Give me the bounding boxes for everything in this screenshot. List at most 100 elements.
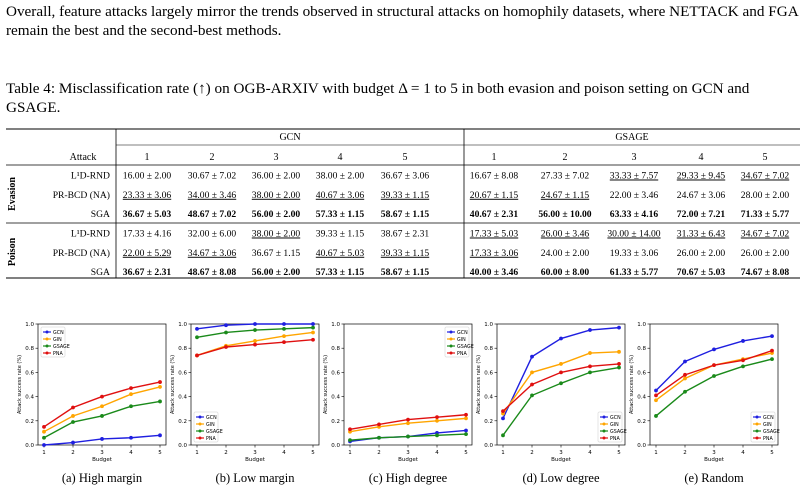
legend-label: PNA: [457, 351, 467, 357]
table-cell: 60.00 ± 8.00: [541, 267, 590, 278]
x-tick-label: 1: [42, 450, 46, 456]
table-cell: 63.33 ± 4.16: [610, 209, 659, 220]
x-tick-label: 5: [158, 450, 162, 456]
table-cell: 36.67 ± 5.03: [123, 209, 172, 220]
x-tick-label: 3: [559, 450, 563, 456]
y-tick-label: 0.0: [178, 443, 187, 449]
y-axis-label: Attack success rate (%): [17, 355, 23, 414]
y-tick-label: 0.2: [178, 419, 187, 425]
legend-marker: [45, 344, 49, 348]
chart-panel-2: 0.0 0.2 0.4 0.6 0.8 1.0 1 2 3 4 5 Budget Attack succ…: [170, 322, 320, 463]
data-point-gcn: [559, 336, 563, 341]
data-point-pna: [530, 382, 534, 387]
data-point-gcn: [530, 354, 534, 359]
table-cell: 26.00 ± 2.00: [677, 248, 726, 259]
header-budget: 3: [632, 152, 637, 163]
data-point-gcn: [224, 323, 228, 328]
data-point-gcn: [617, 325, 621, 330]
data-point-gsage: [654, 414, 658, 418]
data-point-gsage: [712, 374, 716, 378]
data-point-pna: [311, 337, 315, 342]
group-label-evasion: Evasion: [7, 177, 18, 211]
table-cell: 74.67 ± 8.08: [741, 267, 790, 278]
legend-label: GCN: [53, 330, 64, 336]
x-axis-label: Budget: [704, 457, 725, 463]
data-point-gin: [683, 376, 687, 381]
x-tick-label: 3: [406, 450, 410, 456]
header-budget: 5: [403, 152, 408, 163]
subfigure-caption: (e) Random: [684, 471, 744, 485]
legend-marker: [449, 337, 453, 341]
data-point-gsage: [71, 420, 75, 424]
header-budget: 5: [763, 152, 768, 163]
data-point-gin: [100, 404, 104, 409]
table-cell: 57.33 ± 1.15: [316, 267, 365, 278]
header-attack: Attack: [70, 152, 97, 163]
data-point-pna: [435, 415, 439, 420]
legend-label: GCN: [610, 415, 621, 421]
legend-marker: [602, 415, 606, 419]
table-cell: 36.67 ± 3.06: [381, 171, 430, 182]
header-budget: 4: [338, 152, 343, 163]
y-tick-label: 0.8: [178, 346, 187, 352]
data-point-gcn: [158, 433, 162, 438]
table-cell: 40.67 ± 2.31: [470, 209, 519, 220]
table-cell: 39.33 ± 1.15: [381, 190, 430, 201]
legend-marker: [755, 422, 759, 426]
header-budget: 2: [210, 152, 215, 163]
data-point-gin: [71, 414, 75, 418]
data-point-gsage: [224, 330, 228, 335]
table-cell: 19.33 ± 3.06: [610, 248, 659, 259]
data-point-gcn: [741, 339, 745, 343]
table-cell: 16.67 ± 8.08: [470, 171, 519, 182]
data-point-gcn: [71, 440, 75, 445]
caption-text: Table 4: Misclassification rate (↑) on O…: [6, 80, 750, 116]
data-point-gin: [588, 351, 592, 355]
table-caption: Table 4: Misclassification rate (↑) on O…: [6, 80, 802, 117]
legend-box: [40, 326, 66, 358]
table-cell: 56.00 ± 2.00: [252, 209, 301, 220]
legend-label: GSAGE: [53, 344, 70, 350]
legend-marker: [602, 429, 606, 433]
table-cell: 61.33 ± 5.77: [610, 267, 659, 278]
table-cell: 30.00 ± 14.00: [607, 229, 660, 240]
data-point-gcn: [282, 322, 286, 326]
data-point-gsage: [195, 335, 199, 340]
data-point-pna: [42, 424, 46, 429]
table-cell: 71.33 ± 5.77: [741, 209, 790, 220]
header-budget: 1: [145, 152, 150, 163]
legend-marker: [755, 429, 759, 433]
y-axis-label: Attack success rate (%): [323, 355, 329, 414]
data-point-pna: [712, 363, 716, 368]
y-tick-label: 0.4: [178, 395, 187, 401]
table-cell: 48.67 ± 7.02: [188, 209, 237, 220]
x-tick-label: 1: [501, 450, 505, 456]
subfigure-caption: (d) Low degree: [522, 471, 600, 485]
legend-marker: [602, 436, 606, 440]
y-tick-label: 0.6: [484, 370, 493, 376]
legend-label: GIN: [457, 337, 466, 343]
data-point-gsage: [501, 433, 505, 438]
table-cell: 56.00 ± 10.00: [538, 209, 591, 220]
data-point-gsage: [253, 328, 257, 332]
data-point-gcn: [683, 359, 687, 364]
table-cell: 36.67 ± 1.15: [252, 248, 301, 259]
x-axis-label: Budget: [398, 457, 419, 463]
attack-name: L¹D-RND: [71, 229, 110, 240]
data-point-gsage: [559, 381, 563, 386]
data-point-pna: [501, 409, 505, 414]
x-tick-label: 2: [71, 450, 75, 456]
data-point-pna: [741, 358, 745, 363]
header-budget: 1: [492, 152, 497, 163]
x-tick-label: 2: [683, 450, 687, 456]
header-gsage: GSAGE: [615, 132, 648, 143]
table-cell: 72.00 ± 7.21: [677, 209, 726, 220]
y-tick-label: 1.0: [178, 322, 187, 328]
data-point-pna: [406, 417, 410, 422]
data-point-gsage: [435, 433, 439, 438]
y-tick-label: 0.4: [331, 395, 340, 401]
legend-marker: [602, 422, 606, 426]
x-tick-label: 5: [770, 450, 774, 456]
y-tick-label: 0.8: [25, 346, 34, 352]
y-tick-label: 1.0: [637, 322, 646, 328]
